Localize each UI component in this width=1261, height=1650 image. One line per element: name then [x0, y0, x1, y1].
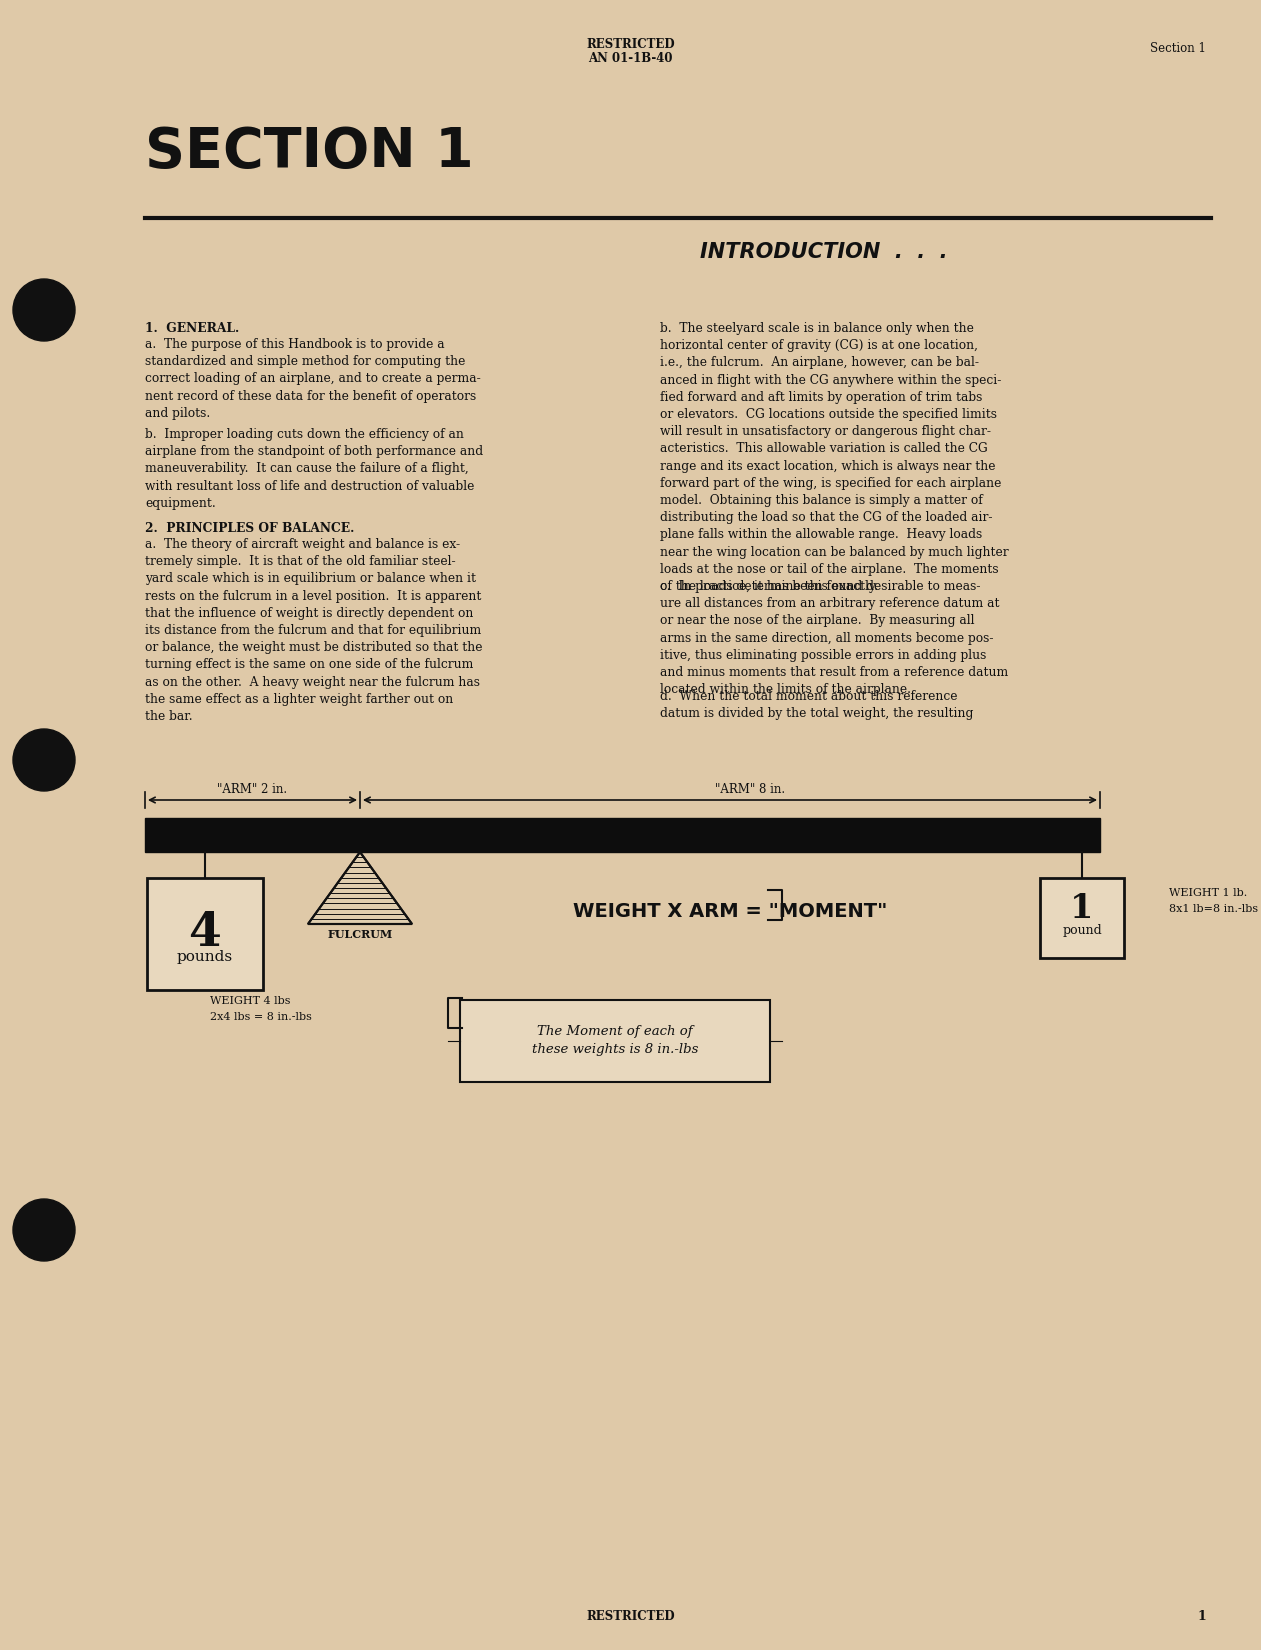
Text: FULCRUM: FULCRUM: [328, 929, 392, 940]
Text: "ARM" 8 in.: "ARM" 8 in.: [715, 784, 786, 795]
Bar: [1040, 878, 1124, 959]
Text: pound: pound: [1062, 924, 1102, 937]
Text: INTRODUCTION  .  .  .: INTRODUCTION . . .: [700, 243, 947, 262]
Ellipse shape: [13, 1200, 74, 1261]
Text: SECTION 1: SECTION 1: [145, 125, 474, 178]
Text: 1.  GENERAL.: 1. GENERAL.: [145, 322, 240, 335]
Text: WEIGHT 1 lb.: WEIGHT 1 lb.: [1169, 888, 1247, 898]
Text: RESTRICTED: RESTRICTED: [586, 38, 675, 51]
Text: pounds: pounds: [177, 950, 233, 964]
Ellipse shape: [13, 729, 74, 790]
Polygon shape: [308, 851, 412, 924]
Text: d.  When the total moment about this reference
datum is divided by the total wei: d. When the total moment about this refe…: [660, 690, 973, 719]
Text: b.  The steelyard scale is in balance only when the
horizontal center of gravity: b. The steelyard scale is in balance onl…: [660, 322, 1009, 592]
Text: c.  In practice, it has been found desirable to meas-
ure all distances from an : c. In practice, it has been found desira…: [660, 581, 1009, 696]
Text: 8x1 lb=8 in.-lbs: 8x1 lb=8 in.-lbs: [1169, 904, 1258, 914]
Text: 2x4 lbs = 8 in.-lbs: 2x4 lbs = 8 in.-lbs: [211, 1011, 311, 1021]
Text: a.  The purpose of this Handbook is to provide a
standardized and simple method : a. The purpose of this Handbook is to pr…: [145, 338, 480, 419]
Text: 2.  PRINCIPLES OF BALANCE.: 2. PRINCIPLES OF BALANCE.: [145, 521, 354, 535]
Text: b.  Improper loading cuts down the efficiency of an
airplane from the standpoint: b. Improper loading cuts down the effici…: [145, 427, 483, 510]
Text: WEIGHT X ARM = "MOMENT": WEIGHT X ARM = "MOMENT": [572, 903, 888, 921]
Text: AN 01-1B-40: AN 01-1B-40: [588, 53, 673, 64]
Text: "ARM" 2 in.: "ARM" 2 in.: [217, 784, 288, 795]
Text: RESTRICTED: RESTRICTED: [586, 1610, 675, 1624]
Text: 1: 1: [1197, 1610, 1206, 1624]
Text: The Moment of each of
these weights is 8 in.-lbs: The Moment of each of these weights is 8…: [532, 1026, 699, 1056]
Text: WEIGHT 4 lbs: WEIGHT 4 lbs: [211, 997, 290, 1006]
Text: 4: 4: [189, 911, 222, 955]
Bar: [148, 878, 264, 990]
Ellipse shape: [13, 279, 74, 342]
Text: Section 1: Section 1: [1150, 41, 1206, 54]
Text: 1: 1: [1071, 893, 1093, 926]
Text: a.  The theory of aircraft weight and balance is ex-
tremely simple.  It is that: a. The theory of aircraft weight and bal…: [145, 538, 483, 723]
Bar: [145, 818, 1100, 851]
Bar: [460, 1000, 770, 1082]
